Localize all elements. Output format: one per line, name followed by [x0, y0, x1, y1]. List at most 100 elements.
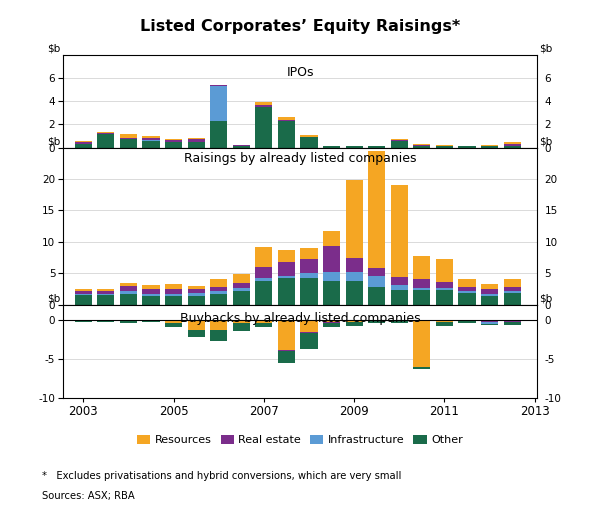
Bar	[142, 290, 160, 294]
Bar	[323, 246, 340, 272]
Bar	[368, 287, 385, 305]
Bar	[120, 291, 137, 293]
Text: $b: $b	[539, 137, 553, 147]
Bar	[210, 85, 227, 86]
Bar	[188, 142, 205, 148]
Text: Raisings by already listed companies: Raisings by already listed companies	[184, 152, 416, 165]
Bar	[75, 291, 92, 293]
Bar	[97, 132, 115, 133]
Bar	[142, 296, 160, 305]
Bar	[391, 277, 408, 285]
Bar	[165, 296, 182, 305]
Bar	[75, 142, 92, 144]
Bar	[97, 293, 115, 295]
Bar	[301, 278, 317, 305]
Bar	[256, 320, 272, 323]
Bar	[142, 140, 160, 148]
Bar	[233, 145, 250, 146]
Bar	[346, 179, 363, 258]
Bar	[503, 144, 521, 147]
Bar	[481, 294, 498, 296]
Bar	[481, 321, 498, 324]
Bar	[97, 320, 115, 322]
Bar	[323, 272, 340, 281]
Bar	[481, 146, 498, 148]
Bar	[142, 285, 160, 290]
Bar	[368, 147, 385, 148]
Bar	[323, 147, 340, 148]
Bar	[256, 267, 272, 278]
Bar	[391, 320, 408, 321]
Bar	[413, 145, 430, 146]
Bar	[458, 147, 476, 148]
Bar	[210, 293, 227, 305]
Bar	[481, 284, 498, 290]
Bar	[346, 322, 363, 326]
Bar	[413, 279, 430, 288]
Bar	[188, 286, 205, 289]
Bar	[301, 135, 317, 137]
Text: $b: $b	[47, 137, 61, 147]
Bar	[188, 139, 205, 142]
Bar	[165, 284, 182, 290]
Bar	[503, 322, 521, 324]
Bar	[458, 320, 476, 321]
Bar	[346, 272, 363, 281]
Text: *   Excludes privatisations and hybrid conversions, which are very small: * Excludes privatisations and hybrid con…	[42, 471, 401, 480]
Text: Sources: ASX; RBA: Sources: ASX; RBA	[42, 491, 135, 501]
Bar	[368, 268, 385, 276]
Bar	[165, 142, 182, 148]
Bar	[233, 275, 250, 282]
Bar	[503, 142, 521, 144]
Bar	[120, 139, 137, 148]
Bar	[323, 323, 340, 327]
Bar	[368, 321, 385, 323]
Bar	[233, 323, 250, 331]
Bar	[120, 138, 137, 139]
Bar	[278, 262, 295, 276]
Bar	[188, 293, 205, 296]
Text: IPOs: IPOs	[286, 66, 314, 79]
Text: $b: $b	[539, 294, 553, 304]
Bar	[142, 320, 160, 322]
Bar	[97, 291, 115, 293]
Bar	[75, 289, 92, 291]
Bar	[97, 134, 115, 148]
Bar	[120, 285, 137, 291]
Bar	[301, 332, 317, 333]
Bar	[233, 320, 250, 323]
Bar	[165, 140, 182, 142]
Bar	[391, 139, 408, 140]
Bar	[278, 278, 295, 305]
Legend: Resources, Real estate, Infrastructure, Other: Resources, Real estate, Infrastructure, …	[133, 430, 467, 449]
Bar	[278, 350, 295, 351]
Bar	[97, 295, 115, 305]
Bar	[120, 134, 137, 138]
Bar	[165, 139, 182, 140]
Bar	[188, 138, 205, 139]
Bar	[233, 291, 250, 305]
Bar	[188, 289, 205, 293]
Bar	[413, 144, 430, 145]
Bar	[413, 290, 430, 305]
Bar	[436, 147, 453, 148]
Bar	[210, 121, 227, 148]
Bar	[301, 333, 317, 348]
Bar	[210, 320, 227, 330]
Bar	[120, 293, 137, 305]
Bar	[436, 145, 453, 146]
Bar	[503, 293, 521, 305]
Bar	[323, 322, 340, 323]
Text: $b: $b	[47, 294, 61, 304]
Bar	[481, 145, 498, 146]
Bar	[503, 287, 521, 291]
Bar	[413, 320, 430, 367]
Bar	[346, 147, 363, 148]
Bar	[233, 146, 250, 148]
Bar	[436, 146, 453, 147]
Bar	[278, 251, 295, 262]
Bar	[142, 294, 160, 296]
Bar	[256, 101, 272, 105]
Bar	[391, 290, 408, 305]
Bar	[436, 258, 453, 282]
